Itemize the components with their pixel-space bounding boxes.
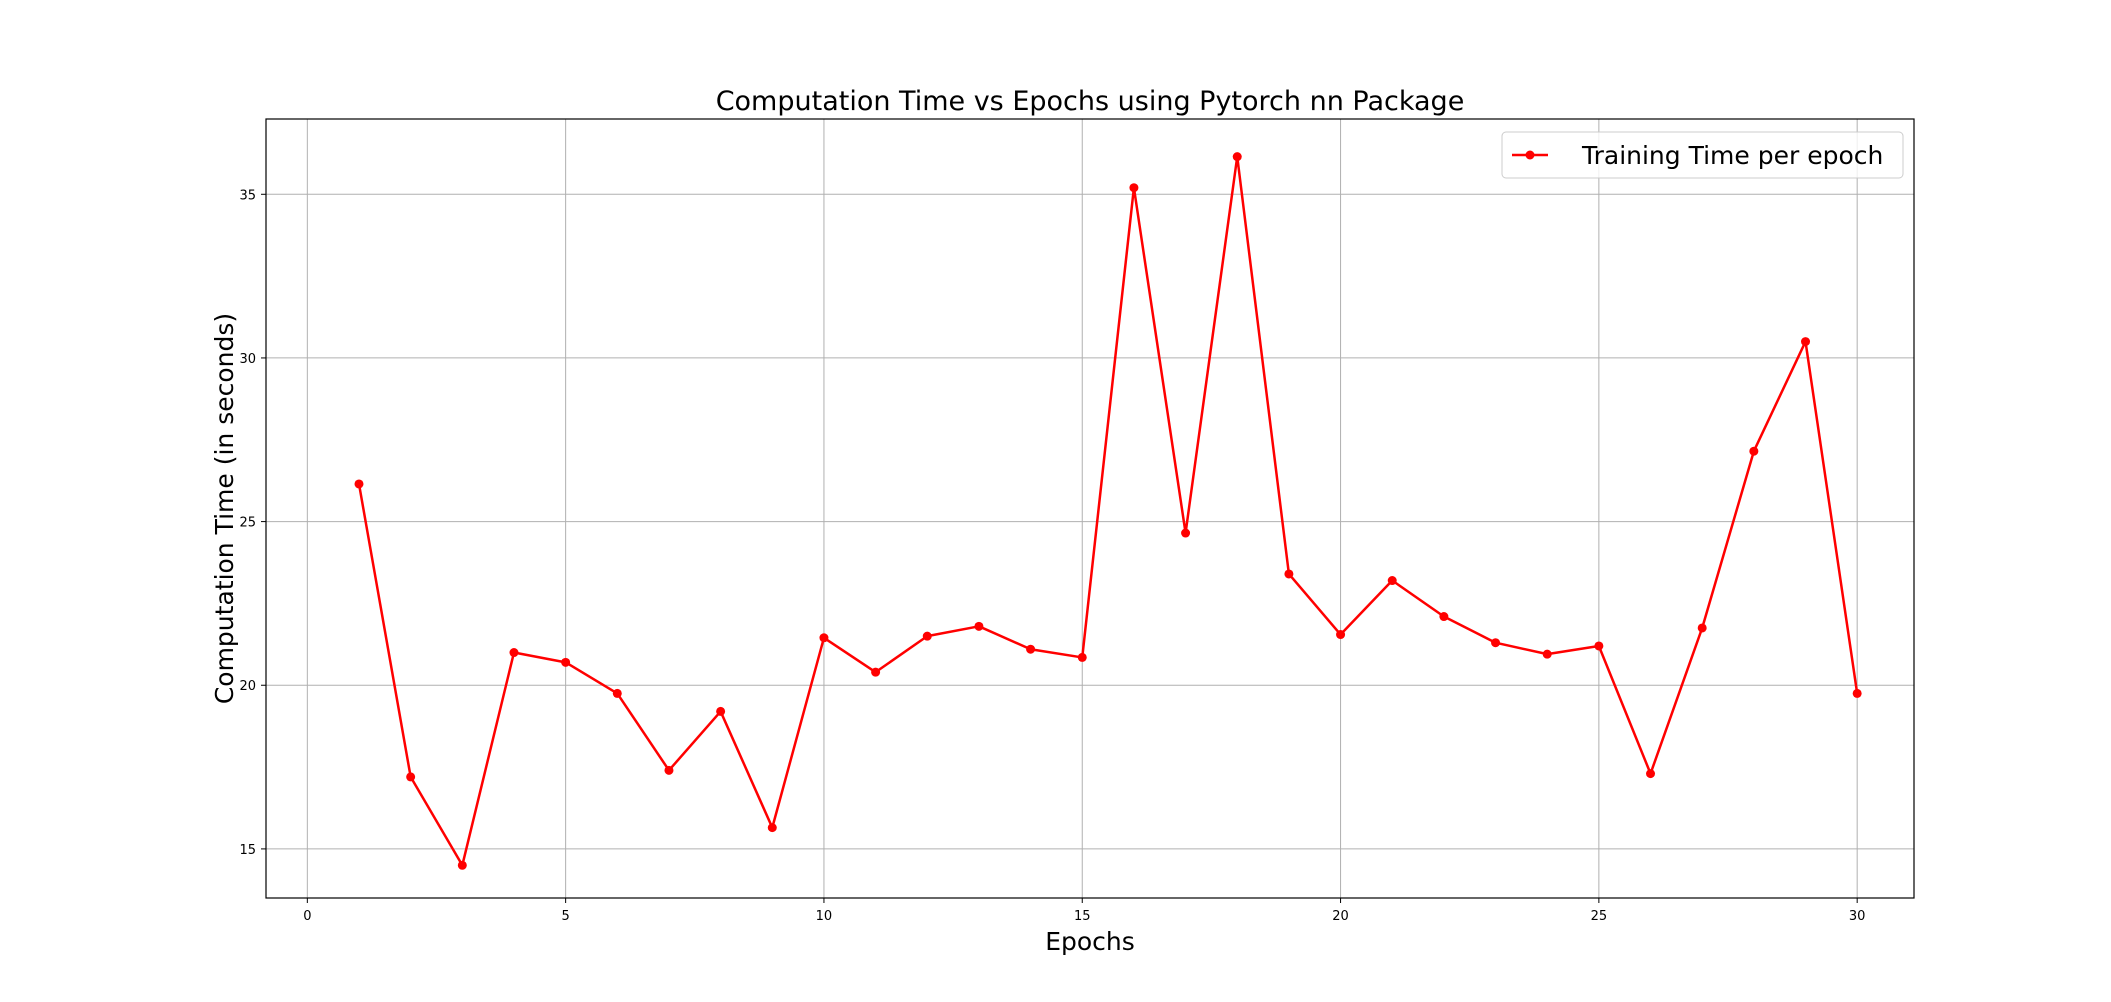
data-point	[1749, 446, 1759, 456]
data-point	[1336, 630, 1346, 640]
grid-lines	[266, 119, 1914, 898]
data-point	[1852, 688, 1862, 698]
data-point	[1801, 337, 1811, 347]
x-axis-label: Epochs	[1045, 927, 1135, 956]
data-point	[1697, 623, 1707, 633]
data-point	[767, 823, 777, 833]
y-tick-label: 15	[239, 843, 256, 858]
data-point	[922, 631, 932, 641]
data-point	[1077, 652, 1087, 662]
tick-labels: 0 5 10 15 20 25 30 15 20 25 30 35	[239, 188, 1865, 924]
data-point	[1129, 183, 1139, 193]
y-tick-label: 35	[239, 188, 256, 203]
legend-marker	[1525, 150, 1535, 160]
data-point	[509, 648, 519, 658]
y-tick-label: 30	[239, 352, 256, 367]
y-tick-label: 20	[239, 679, 256, 694]
data-point	[612, 688, 622, 698]
data-point	[406, 772, 416, 782]
data-point	[871, 667, 881, 677]
legend-entry-label: Training Time per epoch	[1581, 141, 1883, 170]
data-point	[716, 706, 726, 716]
data-point	[457, 860, 467, 870]
data-point	[1491, 638, 1501, 648]
plot-frame	[265, 118, 1915, 899]
data-point	[1284, 569, 1294, 579]
data-point	[1026, 644, 1036, 654]
data-point	[1181, 528, 1191, 538]
y-axis-label: Computation Time (in seconds)	[210, 313, 239, 704]
data-point	[354, 479, 364, 489]
chart-title: Computation Time vs Epochs using Pytorch…	[716, 86, 1465, 117]
data-point	[1646, 769, 1656, 779]
data-point	[974, 621, 984, 631]
x-tick-label: 30	[1849, 909, 1866, 924]
data-point	[1439, 612, 1449, 622]
axes	[261, 118, 1915, 903]
series-line	[357, 155, 1859, 867]
x-tick-label: 0	[303, 909, 311, 924]
data-point	[561, 657, 571, 667]
x-tick-label: 20	[1332, 909, 1349, 924]
data-point	[1542, 649, 1552, 659]
x-tick-label: 10	[816, 909, 833, 924]
series-layer	[354, 152, 1862, 870]
data-point	[819, 633, 829, 643]
x-tick-label: 5	[561, 909, 569, 924]
legend: Training Time per epoch	[1501, 131, 1904, 179]
x-tick-label: 25	[1591, 909, 1608, 924]
data-point	[1387, 576, 1397, 586]
data-point	[1594, 641, 1604, 651]
data-point	[664, 765, 674, 775]
data-point	[1232, 152, 1242, 162]
x-tick-label: 15	[1074, 909, 1091, 924]
y-tick-label: 25	[239, 516, 256, 531]
legend-box	[1501, 131, 1904, 179]
